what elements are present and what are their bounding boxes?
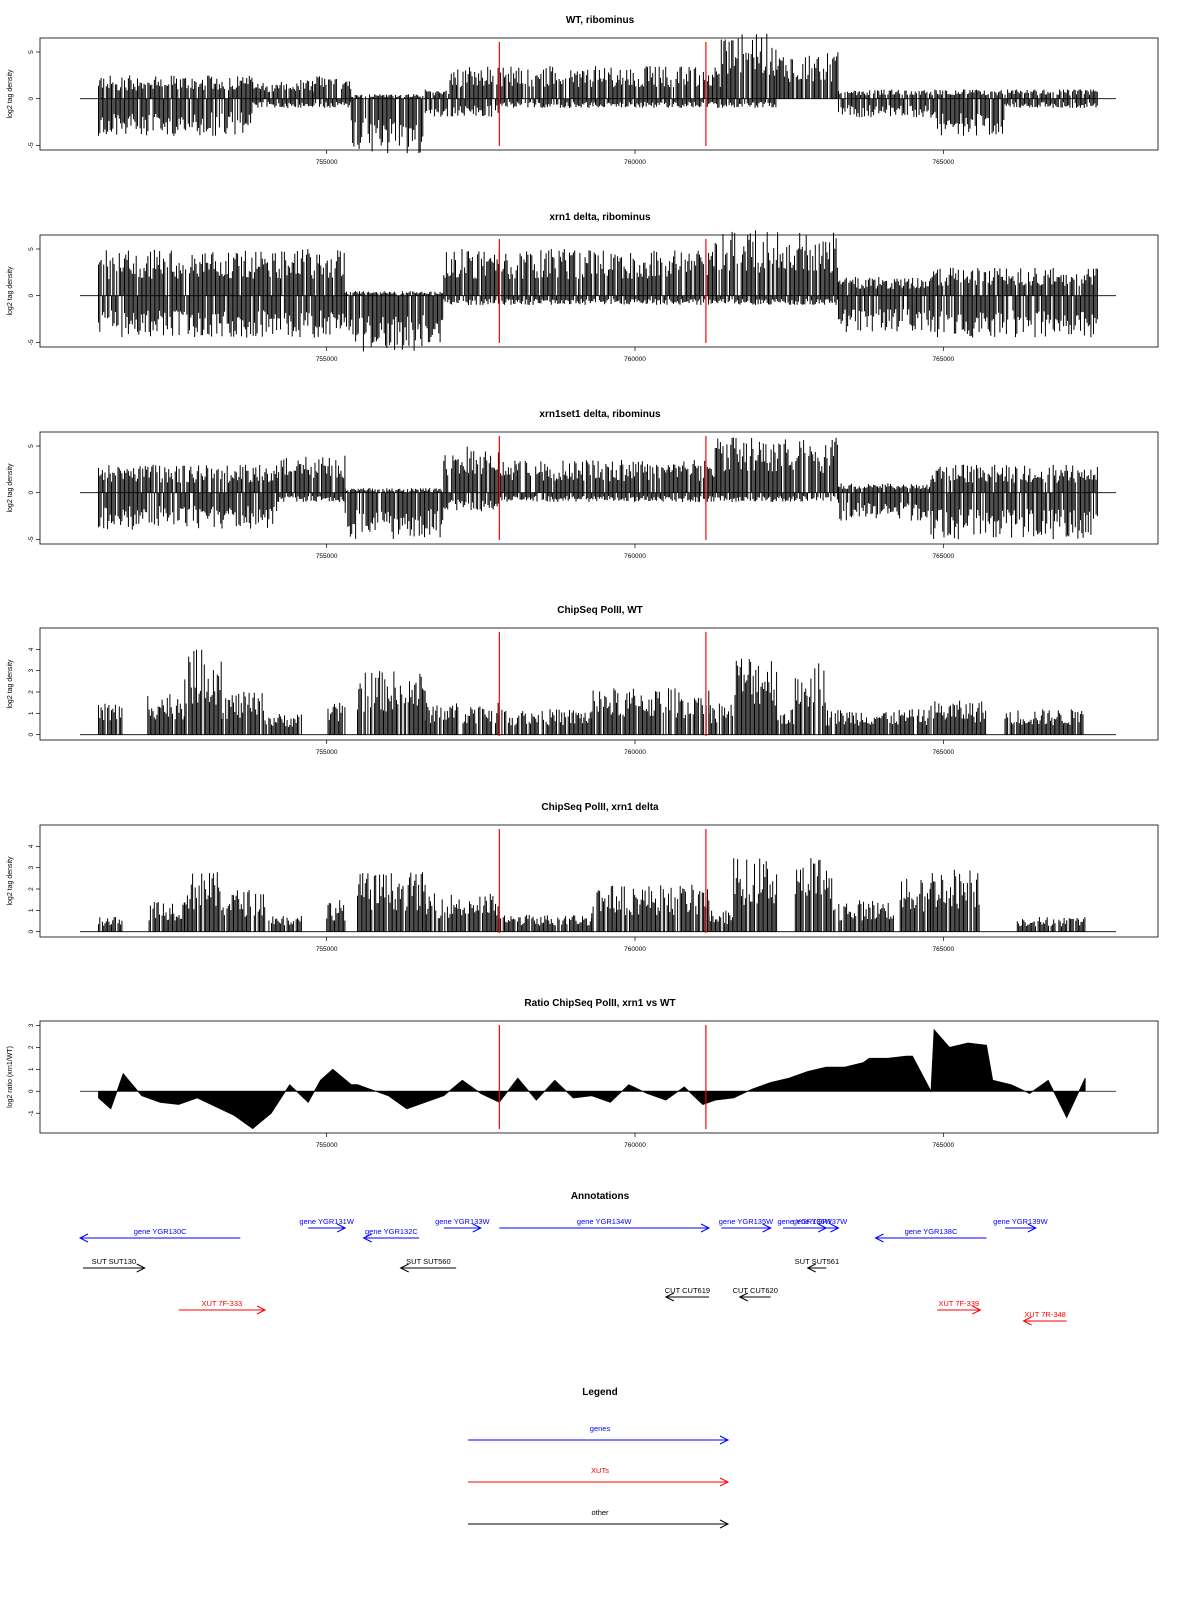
- x-tick-label: 760000: [624, 749, 646, 756]
- y-tick-label: 0: [28, 293, 35, 297]
- x-tick-label: 765000: [932, 159, 954, 166]
- y-tick-label: 4: [28, 844, 35, 848]
- panel-title: ChipSeq PolII, xrn1 delta: [541, 802, 659, 813]
- y-tick-label: 3: [28, 668, 35, 672]
- y-tick-label: -5: [28, 142, 35, 148]
- y-tick-label: 1: [28, 711, 35, 715]
- panel-chipseq-xrn1: ChipSeq PolII, xrn1 delta 0 1 2 3 4 log2 tag d…: [7, 802, 1159, 953]
- y-tick-label: 5: [28, 50, 35, 54]
- y-tick-label: 4: [28, 647, 35, 651]
- x-tick-label: 755000: [316, 553, 338, 560]
- panel-wt-ribominus: WT, ribominus -5 0 5 log2 tag density 755000 7…: [7, 15, 1159, 166]
- signal-bars: [98, 33, 1098, 154]
- panel-frame: [39, 234, 1159, 348]
- panel-title: xrn1set1 delta, ribominus: [539, 409, 661, 420]
- panel-title: WT, ribominus: [566, 15, 635, 26]
- x-tick-label: 760000: [624, 553, 646, 560]
- panel-chipseq-wt: ChipSeq PolII, WT 0 1 2 3 4 log2 tag density 75…: [7, 605, 1159, 756]
- x-tick-label: 760000: [624, 356, 646, 363]
- y-tick-label: 3: [28, 865, 35, 869]
- panel-xrn1set1-ribominus: xrn1set1 delta, ribominus -5 0 5 log2 tag de…: [7, 409, 1159, 560]
- x-tick-label: 755000: [316, 159, 338, 166]
- y-tick-label: 5: [28, 247, 35, 251]
- x-tick-label: 760000: [624, 159, 646, 166]
- panel-frame: [39, 824, 1159, 938]
- y-tick-label: -5: [28, 536, 35, 542]
- panel-frame: [39, 431, 1159, 545]
- panel-frame: [39, 37, 1159, 151]
- y-axis-label: log2 tag density: [7, 463, 14, 513]
- y-axis-label: log2 tag density: [7, 659, 14, 709]
- signal-bars: [98, 437, 1098, 540]
- x-tick-label: 765000: [932, 749, 954, 756]
- panel-title: xrn1 delta, ribominus: [549, 212, 651, 223]
- y-tick-label: 0: [28, 96, 35, 100]
- y-axis-label: log2 tag density: [7, 69, 14, 119]
- signal-bars: [98, 649, 1084, 735]
- panel-frame: [39, 627, 1159, 741]
- x-tick-label: 755000: [316, 946, 338, 953]
- y-tick-label: 1: [28, 908, 35, 912]
- y-tick-label: 0: [28, 929, 35, 933]
- x-tick-label: 765000: [932, 946, 954, 953]
- y-tick-label: -5: [28, 339, 35, 345]
- x-tick-label: 755000: [316, 749, 338, 756]
- signal-bars: [98, 858, 1086, 932]
- y-tick-label: 2: [28, 887, 35, 891]
- x-tick-label: 765000: [932, 356, 954, 363]
- y-tick-label: 2: [28, 690, 35, 694]
- y-axis-label: log2 tag density: [7, 856, 14, 906]
- y-tick-label: 0: [28, 490, 35, 494]
- x-tick-label: 755000: [316, 356, 338, 363]
- panel-title: ChipSeq PolII, WT: [557, 605, 643, 616]
- y-tick-label: 0: [28, 732, 35, 736]
- signal-bars: [98, 230, 1098, 352]
- x-tick-label: 760000: [624, 946, 646, 953]
- panel-xrn1-ribominus: xrn1 delta, ribominus -5 0 5 log2 tag densit…: [7, 212, 1159, 363]
- x-tick-label: 765000: [932, 553, 954, 560]
- y-axis-label: log2 tag density: [7, 266, 14, 316]
- y-tick-label: 5: [28, 444, 35, 448]
